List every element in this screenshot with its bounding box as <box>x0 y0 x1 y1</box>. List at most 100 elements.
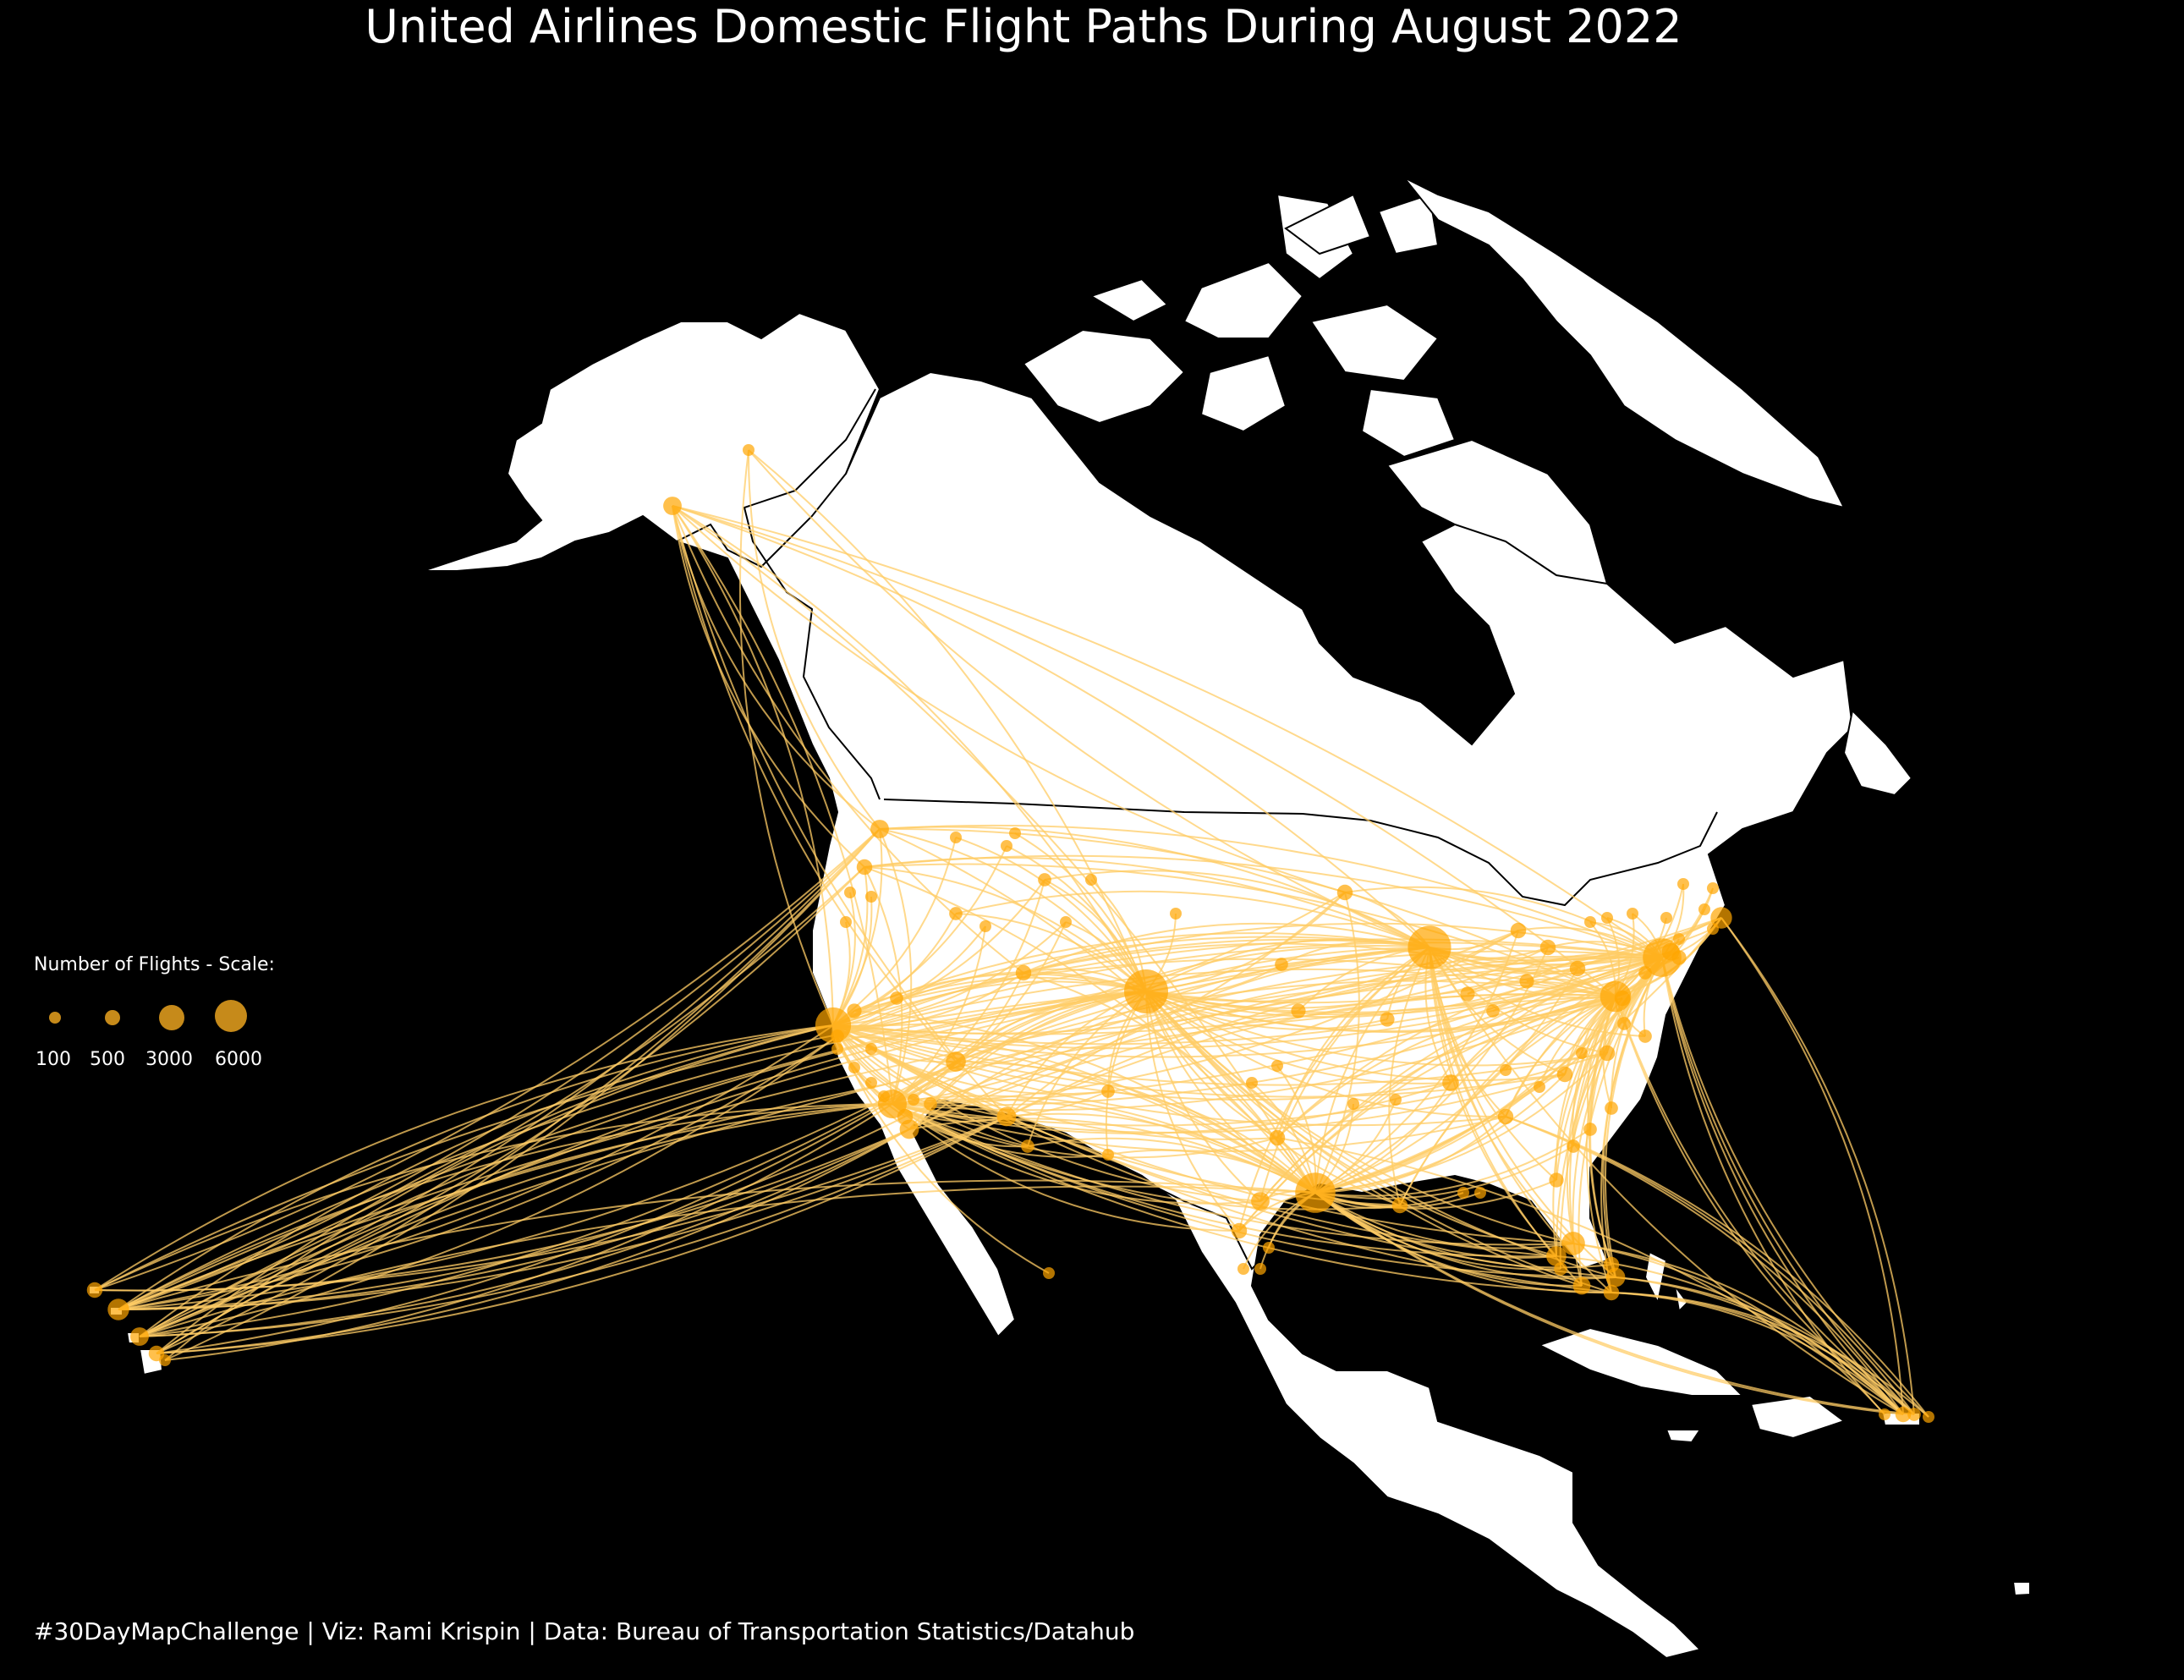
airport-stl <box>1380 1012 1395 1027</box>
airport-cle <box>1539 939 1556 956</box>
airport-gsp <box>1534 1081 1545 1093</box>
arctic-island-8 <box>1284 193 1372 255</box>
legend-dot-3000 <box>159 1005 184 1030</box>
route-iah-dtw <box>1314 930 1519 1194</box>
legend-label-100: 100 <box>36 1049 71 1070</box>
arctic-island-6 <box>1309 303 1440 382</box>
route-iah-jax <box>1314 1179 1557 1210</box>
legend-label-500: 500 <box>90 1049 125 1070</box>
airport-tul <box>1271 1060 1283 1072</box>
route-iad-slc <box>1023 942 1616 997</box>
route-ogg-pdx <box>139 866 865 1337</box>
route-sfo-msp <box>832 892 1346 1027</box>
airport-boi <box>949 907 963 920</box>
route-sju-bos <box>1720 917 1904 1415</box>
newfoundland <box>1842 708 1913 797</box>
airport-ric <box>1617 1017 1631 1030</box>
route-den-boi <box>955 913 1147 992</box>
route-ewr-lax <box>892 955 1663 1105</box>
airport-bna <box>1442 1074 1459 1091</box>
route-sfo-sun <box>832 925 986 1026</box>
route-lih-sea <box>94 828 881 1291</box>
route-sfo-jac <box>832 921 1067 1026</box>
route-anc-las <box>672 505 957 1062</box>
route-iad-smf <box>853 958 1616 1012</box>
route-sfo-hnl <box>118 1024 834 1310</box>
route-sfo-rdu <box>832 1024 1608 1086</box>
arctic-island-1 <box>1022 328 1186 425</box>
airport-gso <box>1576 1047 1588 1059</box>
route-fai-ord <box>748 449 1430 948</box>
route-ito-lax <box>164 1103 893 1361</box>
airport-tys <box>1500 1064 1512 1076</box>
route-sfo-jfk <box>832 957 1680 1046</box>
route-lax-sat <box>892 1103 1240 1232</box>
legend-label-3000: 3000 <box>145 1049 193 1070</box>
route-iah-hnl <box>118 1179 1316 1310</box>
route-lax-msp <box>892 892 1346 1105</box>
airport-anc <box>663 497 682 515</box>
airport-tus <box>1021 1139 1034 1153</box>
airport-lih <box>86 1282 103 1298</box>
airport-mry <box>831 1043 843 1055</box>
airport-geg <box>950 832 962 843</box>
airport-mco <box>1561 1232 1585 1255</box>
airport-lit <box>1347 1098 1359 1110</box>
route-sfo-phl <box>832 972 1646 1050</box>
route-lax-mia <box>892 1103 1612 1293</box>
airport-aus <box>1251 1192 1270 1211</box>
airport-buf <box>1584 916 1596 928</box>
route-iad-bna <box>1450 996 1616 1084</box>
airport-slc <box>1015 964 1032 981</box>
route-lax-jac <box>892 921 1067 1105</box>
route-lax-bos <box>892 917 1722 1105</box>
airport-mso <box>1001 840 1012 852</box>
airport-ogg <box>130 1327 149 1346</box>
airport-dtw <box>1510 922 1527 939</box>
airport-san <box>899 1119 919 1139</box>
airport-sat <box>1231 1222 1248 1239</box>
route-sju-mco <box>1572 1243 1904 1415</box>
airport-tpa <box>1546 1246 1567 1266</box>
airport-okc <box>1246 1077 1258 1089</box>
airport-mht <box>1698 903 1710 915</box>
route-den-sea <box>879 828 1147 992</box>
airport-stx <box>1923 1411 1934 1423</box>
airport-mci <box>1291 1003 1306 1018</box>
route-lax-anc <box>672 505 893 1105</box>
airport-elp <box>1102 1149 1114 1161</box>
route-iad-sav <box>1572 996 1616 1147</box>
route-ord-jax <box>1429 947 1557 1181</box>
route-hnl-phx <box>118 1116 1007 1310</box>
airport-rno <box>890 991 903 1005</box>
route-ewr-msp <box>1344 886 1663 958</box>
route-lax-ogg <box>139 1103 893 1337</box>
airport-hpn <box>1673 933 1685 945</box>
airport-cmh <box>1519 974 1534 989</box>
airport-jfk <box>1671 950 1687 965</box>
airport-hrl <box>1254 1263 1266 1275</box>
airport-sav <box>1567 1139 1580 1153</box>
route-koa-san <box>156 1128 910 1354</box>
route-lax-elp <box>892 1103 1109 1158</box>
airport-ito <box>159 1354 171 1366</box>
airport-dfw <box>1269 1129 1286 1146</box>
airport-pwm <box>1707 882 1719 894</box>
route-ewr-sju <box>1661 957 1904 1415</box>
airport-sbp <box>848 1062 860 1073</box>
cuba <box>1537 1326 1745 1397</box>
airport-pns <box>1457 1187 1469 1199</box>
airport-sun <box>980 920 991 932</box>
airport-rdm <box>865 891 877 903</box>
airport-btv <box>1677 878 1689 890</box>
airport-pvd <box>1707 923 1719 935</box>
airport-iah <box>1295 1172 1336 1213</box>
airport-sba <box>865 1077 877 1089</box>
route-sfo-pdx <box>832 866 869 1026</box>
legend-dot-500 <box>105 1010 120 1025</box>
route-lax-pdx <box>864 866 903 1105</box>
route-sfo-koa <box>156 1024 834 1354</box>
airport-psp <box>924 1097 937 1111</box>
route-sfo-lih <box>94 1024 834 1291</box>
